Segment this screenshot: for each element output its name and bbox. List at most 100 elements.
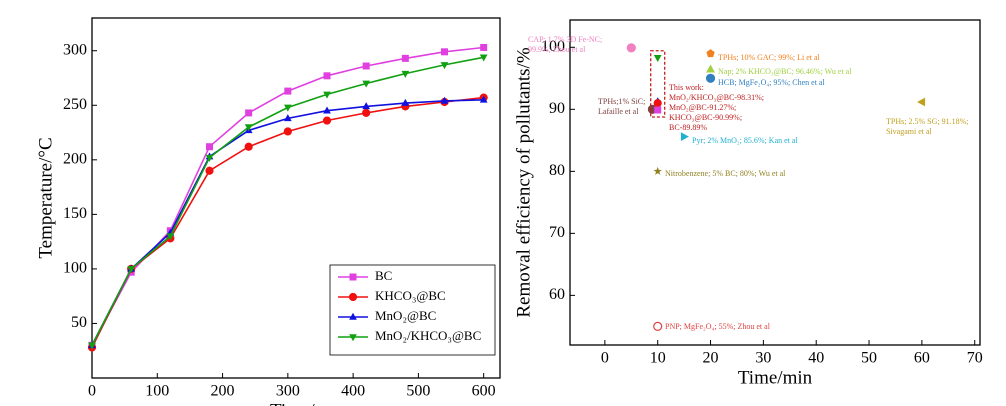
annotation: CAP; 1.7% 3D Fe-NC;	[528, 35, 602, 44]
x-tick-label: 60	[914, 350, 930, 367]
x-tick-label: 30	[755, 350, 771, 367]
marker	[680, 132, 689, 142]
marker	[206, 143, 214, 151]
marker	[323, 106, 331, 114]
marker	[480, 43, 488, 51]
legend-label: BC	[375, 268, 392, 283]
legend-box	[329, 264, 496, 356]
marker	[440, 62, 449, 70]
y-tick-label: 90	[549, 100, 565, 117]
y-tick-label: 100	[541, 38, 565, 55]
marker	[245, 109, 253, 117]
marker	[284, 87, 292, 95]
highlight-box	[650, 50, 666, 118]
x-axis-label: Time/s	[270, 400, 322, 406]
x-tick-label: 40	[808, 350, 824, 367]
x-tick-label: 100	[145, 383, 169, 400]
y-tick-label: 300	[63, 41, 87, 58]
legend-label: MnO₂@BC	[375, 308, 436, 323]
annotation: TPHs; 10% GAC; 99%; Li et al	[718, 53, 821, 62]
annotation: BC-89.89%	[669, 123, 707, 132]
marker	[917, 97, 926, 107]
marker	[205, 154, 214, 162]
marker	[401, 54, 409, 62]
x-tick-label: 200	[211, 383, 235, 400]
legend-marker	[349, 273, 357, 281]
y-tick-label: 100	[63, 260, 87, 277]
marker	[323, 72, 331, 80]
annotation: Sivagami et al	[886, 127, 933, 136]
marker	[362, 108, 371, 118]
marker	[362, 80, 371, 88]
annotation: TPHs;1% SiC;	[598, 97, 645, 106]
marker	[166, 233, 175, 241]
x-tick-label: 300	[276, 383, 300, 400]
marker	[322, 116, 332, 125]
marker	[205, 166, 214, 175]
marker	[362, 62, 370, 70]
annotation: This work:	[669, 83, 704, 92]
x-tick-label: 10	[650, 350, 666, 367]
x-tick-label: 400	[341, 383, 365, 400]
marker	[127, 266, 136, 274]
marker	[479, 95, 488, 103]
marker	[653, 99, 662, 108]
y-axis-label: Temperature/°C	[35, 137, 56, 258]
y-axis-label: Removal efficiency of pollutants/%	[513, 47, 534, 317]
marker	[323, 91, 331, 99]
marker	[479, 54, 488, 62]
legend-label: KHCO₃@BC	[375, 288, 446, 303]
marker	[654, 106, 662, 114]
marker	[88, 342, 96, 350]
x-tick-label: 0	[601, 350, 609, 367]
legend-marker	[349, 312, 357, 320]
legend-marker	[349, 334, 357, 342]
marker	[626, 43, 636, 53]
plot-frame	[91, 17, 501, 379]
marker	[283, 104, 292, 112]
x-tick-label: 600	[472, 383, 496, 400]
annotation: Pyr; 2% MnO₂; 85.6%; Kan et al	[692, 136, 798, 145]
y-tick-label: 150	[63, 205, 87, 222]
x-tick-label: 70	[967, 350, 983, 367]
annotation: MnO₂/KHCO₃@BC-98.31%;	[669, 93, 764, 102]
marker	[440, 96, 449, 104]
annotation: TPHs; 2.5% SG; 91.18%;	[886, 117, 968, 126]
marker	[244, 124, 253, 132]
marker	[705, 73, 716, 83]
marker	[283, 114, 292, 122]
plot-frame	[569, 19, 981, 346]
marker	[244, 142, 253, 151]
marker	[706, 64, 715, 73]
legend-label: MnO₂/KHCO₃@BC	[375, 328, 481, 343]
annotation: KHCO₃@BC-90.99%;	[669, 113, 742, 122]
marker	[362, 102, 371, 110]
y-tick-label: 80	[549, 162, 565, 179]
marker	[401, 70, 410, 78]
y-tick-label: 70	[549, 224, 565, 241]
marker	[441, 48, 449, 56]
annotation: Nap; 2% KHCO₃@BC; 96.46%; Wu et al	[718, 67, 852, 76]
x-tick-label: 500	[406, 383, 430, 400]
legend-marker	[348, 292, 358, 302]
marker	[401, 98, 410, 106]
annotation: PNP; MgFe₂O₄; 55%; Zhou et al	[665, 322, 771, 331]
y-tick-label: 50	[71, 314, 87, 331]
annotation: 99.9%; Zhou et al	[528, 45, 586, 54]
marker	[653, 321, 663, 331]
x-axis-label: Time/min	[738, 367, 813, 388]
annotation: HCB; MgFe₂O₄; 95%; Chen et al	[718, 78, 825, 87]
x-tick-label: 20	[703, 350, 719, 367]
y-tick-label: 60	[549, 286, 565, 303]
x-tick-label: 0	[88, 383, 96, 400]
y-tick-label: 200	[63, 150, 87, 167]
x-tick-label: 50	[861, 350, 877, 367]
marker	[283, 127, 292, 136]
marker	[653, 166, 662, 175]
annotation: Nitrobenzene; 5% BC; 80%; Wu et al	[665, 169, 786, 178]
marker	[653, 54, 662, 62]
annotation: Lafaille et al	[598, 107, 639, 116]
marker	[706, 49, 715, 58]
y-tick-label: 250	[63, 96, 87, 113]
